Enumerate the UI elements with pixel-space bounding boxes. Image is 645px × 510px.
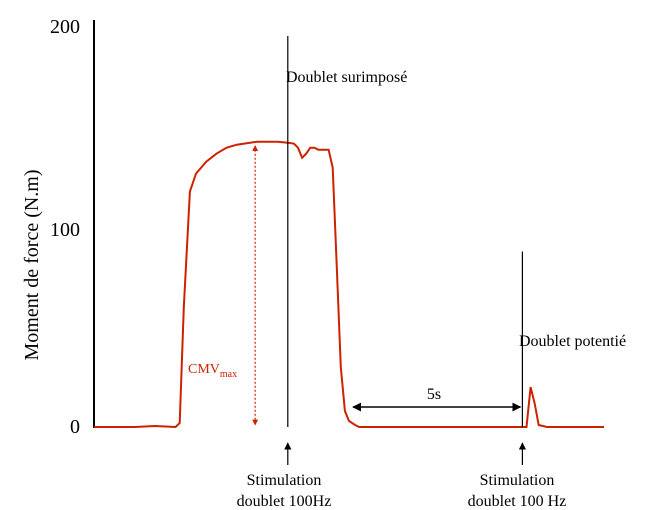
stimulation-2-label-line1: Stimulation: [480, 472, 555, 489]
y-axis-label: Moment de force (N.m): [21, 169, 43, 360]
y-tick-label: 200: [50, 16, 80, 38]
y-ticks: 200 100 0: [50, 16, 80, 438]
stimulation-1-label-line1: Stimulation: [247, 472, 322, 489]
superimposed-doublet-label: Doublet surimposé: [286, 69, 407, 86]
annotations: Doublet surimposé Doublet potentié 5s CM…: [188, 69, 626, 510]
stimulation-2-label-line2: doublet 100 Hz: [468, 493, 567, 510]
interval-label: 5s: [427, 386, 441, 403]
force-trace: [94, 140, 604, 429]
cmv-label-sub: max: [220, 369, 237, 380]
cmv-max-label: CMVmax: [188, 362, 237, 380]
potentiated-doublet-label: Doublet potentié: [519, 333, 626, 350]
y-tick-label: 0: [70, 416, 80, 438]
cmv-label-main: CMV: [188, 362, 220, 377]
stimulation-1-label-line2: doublet 100Hz: [237, 493, 332, 510]
y-tick-label: 100: [50, 219, 80, 241]
